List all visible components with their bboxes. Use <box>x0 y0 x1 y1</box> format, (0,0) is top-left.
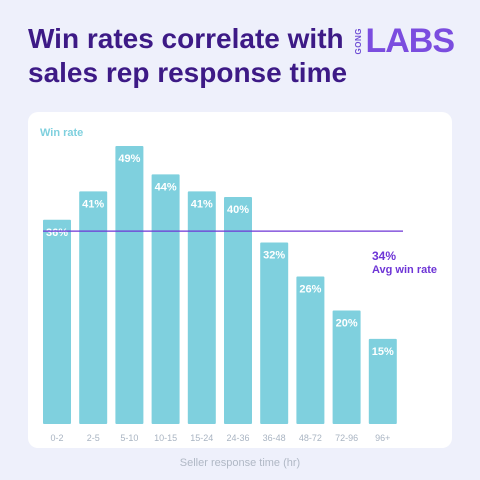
bar-value-label: 26% <box>299 283 321 295</box>
average-label: Avg win rate <box>372 264 437 276</box>
bar <box>260 242 289 424</box>
x-tick-label: 2-5 <box>87 433 100 443</box>
bar <box>115 146 144 424</box>
average-value-label: 34% <box>372 249 396 263</box>
bar-value-label: 15% <box>372 346 394 358</box>
bar <box>43 219 71 424</box>
x-tick-label: 5-10 <box>120 433 138 443</box>
bar-value-label: 36% <box>46 227 68 239</box>
gong-labs-logo: GONG LABS <box>354 22 455 60</box>
x-tick-label: 72-96 <box>335 433 358 443</box>
bar <box>79 191 108 424</box>
bar-value-label: 41% <box>82 198 104 210</box>
bar-value-label: 44% <box>155 181 177 193</box>
x-tick-label: 48-72 <box>299 433 322 443</box>
page-title: Win rates correlate with sales rep respo… <box>28 23 348 88</box>
bar <box>224 197 252 424</box>
bar <box>368 338 397 424</box>
x-tick-label: 24-36 <box>226 433 249 443</box>
y-axis-title: Win rate <box>40 127 83 139</box>
bar <box>296 276 325 424</box>
bar <box>332 310 361 424</box>
bar-value-label: 49% <box>118 153 140 165</box>
bar-value-label: 41% <box>191 198 213 210</box>
x-axis-title: Seller response time (hr) <box>180 457 300 469</box>
bar <box>187 191 216 424</box>
x-tick-label: 0-2 <box>50 433 63 443</box>
x-tick-label: 10-15 <box>154 433 177 443</box>
bar-value-label: 40% <box>227 204 249 216</box>
x-tick-label: 36-48 <box>263 433 286 443</box>
bar-value-label: 20% <box>336 318 358 330</box>
x-tick-label: 96+ <box>375 433 390 443</box>
logo-main-text: LABS <box>365 22 455 60</box>
x-tick-label: 15-24 <box>190 433 213 443</box>
bar-value-label: 32% <box>263 249 285 261</box>
bar <box>151 174 180 424</box>
